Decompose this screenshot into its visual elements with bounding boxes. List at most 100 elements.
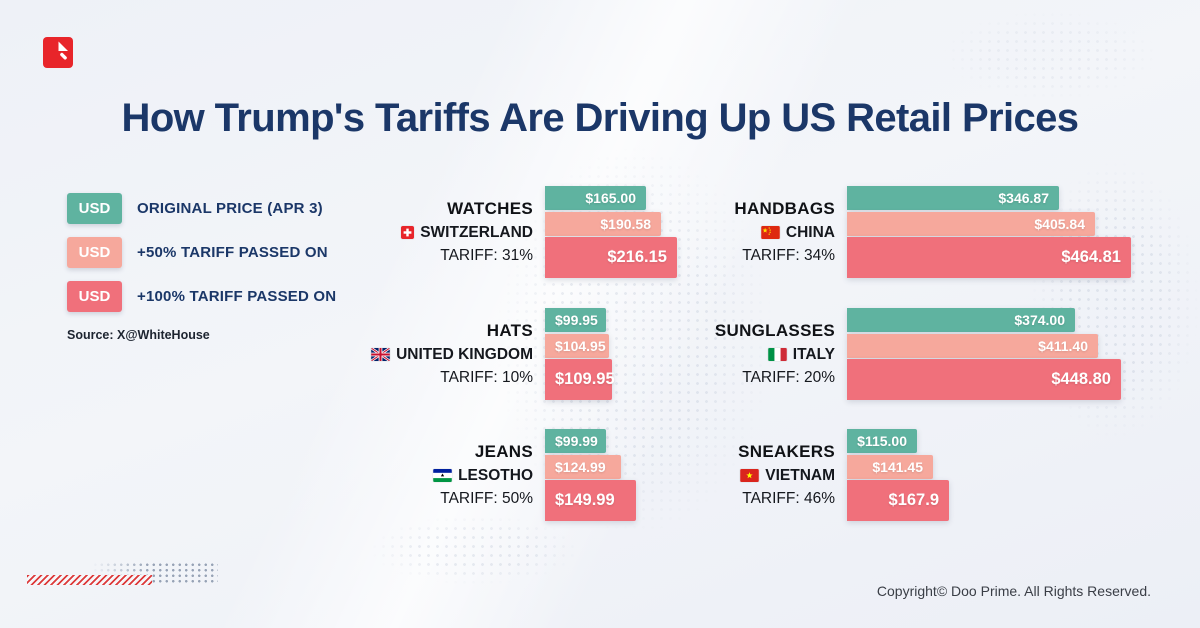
product-name: WATCHES <box>447 198 533 218</box>
country-line: VIETNAM <box>740 467 835 485</box>
bar-value-label: $149.99 <box>555 491 615 509</box>
tariff-label: TARIFF: 34% <box>742 246 835 264</box>
tariff-label: TARIFF: 31% <box>440 246 533 264</box>
bar-value-label: $104.95 <box>555 337 606 354</box>
chart-group-sunglasses: SUNGLASSES ITALY TARIFF: 20% $374.00 $411.40… <box>597 308 1157 402</box>
tariff-label: TARIFF: 20% <box>742 368 835 386</box>
country-line: LESOTHO <box>433 467 533 485</box>
bar-tariff-50: $104.95 <box>545 333 609 358</box>
bar-value-label: $99.95 <box>555 312 598 328</box>
chart-group-watches: WATCHES SWITZERLAND TARIFF: 31% $165.00 $190… <box>295 186 855 280</box>
flag-china-icon <box>761 226 780 239</box>
chart-labels: WATCHES SWITZERLAND TARIFF: 31% <box>295 186 533 277</box>
bar-tariff-100: $448.80 <box>847 359 1121 400</box>
bar-value-label: $448.80 <box>1051 370 1111 388</box>
legend-item-tariff_50: USD +50% TARIFF PASSED ON <box>67 237 336 268</box>
bar-original: $115.00 <box>847 429 917 453</box>
bar-value-label: $405.84 <box>1034 215 1085 232</box>
bar-original: $165.00 <box>545 186 646 210</box>
legend-item-label: ORIGINAL PRICE (APR 3) <box>137 200 323 217</box>
legend-swatch-label: USD <box>78 288 111 305</box>
country-line: SWITZERLAND <box>401 224 533 242</box>
world-map-dots-topright <box>940 10 1160 100</box>
chart-group-jeans: JEANS LESOTHO TARIFF: 50% $99.99 $124.99 $149… <box>295 429 855 523</box>
bar-tariff-50: $411.40 <box>847 333 1098 358</box>
product-name: SUNGLASSES <box>714 320 835 340</box>
country-name: ITALY <box>792 345 835 363</box>
bar-tariff-100: $109.95 <box>545 359 615 400</box>
bar-group: $165.00 $190.58 $216.15 <box>545 186 677 280</box>
bar-original: $99.95 <box>545 308 606 332</box>
country-line: ITALY <box>768 346 835 364</box>
decor-hatch-bar <box>27 575 152 585</box>
flag-switzerland-icon <box>401 226 415 239</box>
chart-labels: SUNGLASSES ITALY TARIFF: 20% <box>597 308 835 399</box>
bar-value-label: $464.81 <box>1061 248 1121 266</box>
chart-group-sneakers: SNEAKERS VIETNAM TARIFF: 46% $115.00 $141.45… <box>597 429 1157 523</box>
bar-tariff-100: $167.9 <box>847 480 949 521</box>
bar-group: $115.00 $141.45 $167.9 <box>847 429 949 523</box>
chart-labels: SNEAKERS VIETNAM TARIFF: 46% <box>597 429 835 520</box>
bar-value-label: $411.40 <box>1038 337 1088 354</box>
flag-vietnam-icon <box>740 469 760 482</box>
flag-italy-icon <box>768 348 787 361</box>
chart-labels: HATS UNITED KINGDOM TARIFF: 10% <box>295 308 533 399</box>
legend-swatch-label: USD <box>78 200 111 217</box>
bar-group: $99.95 $104.95 $109.95 <box>545 308 615 402</box>
chart-group-handbags: HANDBAGS CHINA TARIFF: 34% $346.87 $405.84 $4… <box>597 186 1157 280</box>
bar-original: $99.99 <box>545 429 606 453</box>
product-name: JEANS <box>474 441 533 461</box>
bar-group: $99.99 $124.99 $149.99 <box>545 429 636 523</box>
bar-original: $374.00 <box>847 308 1075 332</box>
bar-tariff-100: $149.99 <box>545 480 636 521</box>
bar-value-label: $115.00 <box>857 433 907 449</box>
legend-swatch: USD <box>67 193 122 224</box>
chart-labels: JEANS LESOTHO TARIFF: 50% <box>295 429 533 520</box>
bar-original: $346.87 <box>847 186 1059 210</box>
bar-value-label: $216.15 <box>607 248 667 266</box>
page-title: How Trump's Tariffs Are Driving Up US Re… <box>121 96 1080 140</box>
tariff-label: TARIFF: 50% <box>440 489 533 507</box>
bar-value-label: $374.00 <box>1014 312 1065 328</box>
country-name: CHINA <box>785 223 835 241</box>
bar-tariff-100: $464.81 <box>847 237 1131 278</box>
bar-group: $374.00 $411.40 $448.80 <box>847 308 1121 402</box>
chart-group-hats: HATS UNITED KINGDOM TARIFF: 10% $99.95 $104.… <box>295 308 855 402</box>
legend-swatch: USD <box>67 237 122 268</box>
flag-united-kingdom-icon <box>371 348 391 361</box>
legend-item-label: +50% TARIFF PASSED ON <box>137 244 328 261</box>
country-line: UNITED KINGDOM <box>371 346 533 364</box>
country-name: LESOTHO <box>458 466 533 484</box>
product-name: HATS <box>486 320 533 340</box>
copyright: Copyright© Doo Prime. All Rights Reserve… <box>876 583 1151 599</box>
bar-tariff-50: $141.45 <box>847 454 933 479</box>
doo-prime-logo-icon <box>43 37 73 68</box>
product-name: HANDBAGS <box>734 198 835 218</box>
product-name: SNEAKERS <box>738 441 835 461</box>
legend-swatch: USD <box>67 281 122 312</box>
legend-swatch-label: USD <box>78 244 111 261</box>
bar-tariff-50: $190.58 <box>545 211 661 236</box>
chart-labels: HANDBAGS CHINA TARIFF: 34% <box>597 186 835 277</box>
bar-value-label: $109.95 <box>555 370 615 388</box>
country-name: UNITED KINGDOM <box>396 345 533 363</box>
bar-tariff-50: $124.99 <box>545 454 621 479</box>
source-note: Source: X@WhiteHouse <box>67 328 210 342</box>
bar-value-label: $99.99 <box>555 433 598 449</box>
bar-value-label: $346.87 <box>998 190 1049 206</box>
bar-value-label: $124.99 <box>555 458 606 475</box>
world-map-dots-bottom <box>370 515 580 585</box>
tariff-label: TARIFF: 46% <box>742 489 835 507</box>
bar-value-label: $141.45 <box>872 458 923 475</box>
bar-value-label: $165.00 <box>585 190 636 206</box>
country-line: CHINA <box>761 224 835 242</box>
doo-prime-logo <box>43 37 73 68</box>
bar-tariff-100: $216.15 <box>545 237 677 278</box>
bar-value-label: $190.58 <box>600 215 651 232</box>
bar-group: $346.87 $405.84 $464.81 <box>847 186 1131 280</box>
legend: USD ORIGINAL PRICE (APR 3) USD +50% TARIFF … <box>67 193 336 325</box>
tariff-label: TARIFF: 10% <box>440 368 533 386</box>
legend-item-label: +100% TARIFF PASSED ON <box>137 288 337 305</box>
flag-lesotho-icon <box>433 469 452 482</box>
legend-item-tariff_100: USD +100% TARIFF PASSED ON <box>67 281 336 312</box>
